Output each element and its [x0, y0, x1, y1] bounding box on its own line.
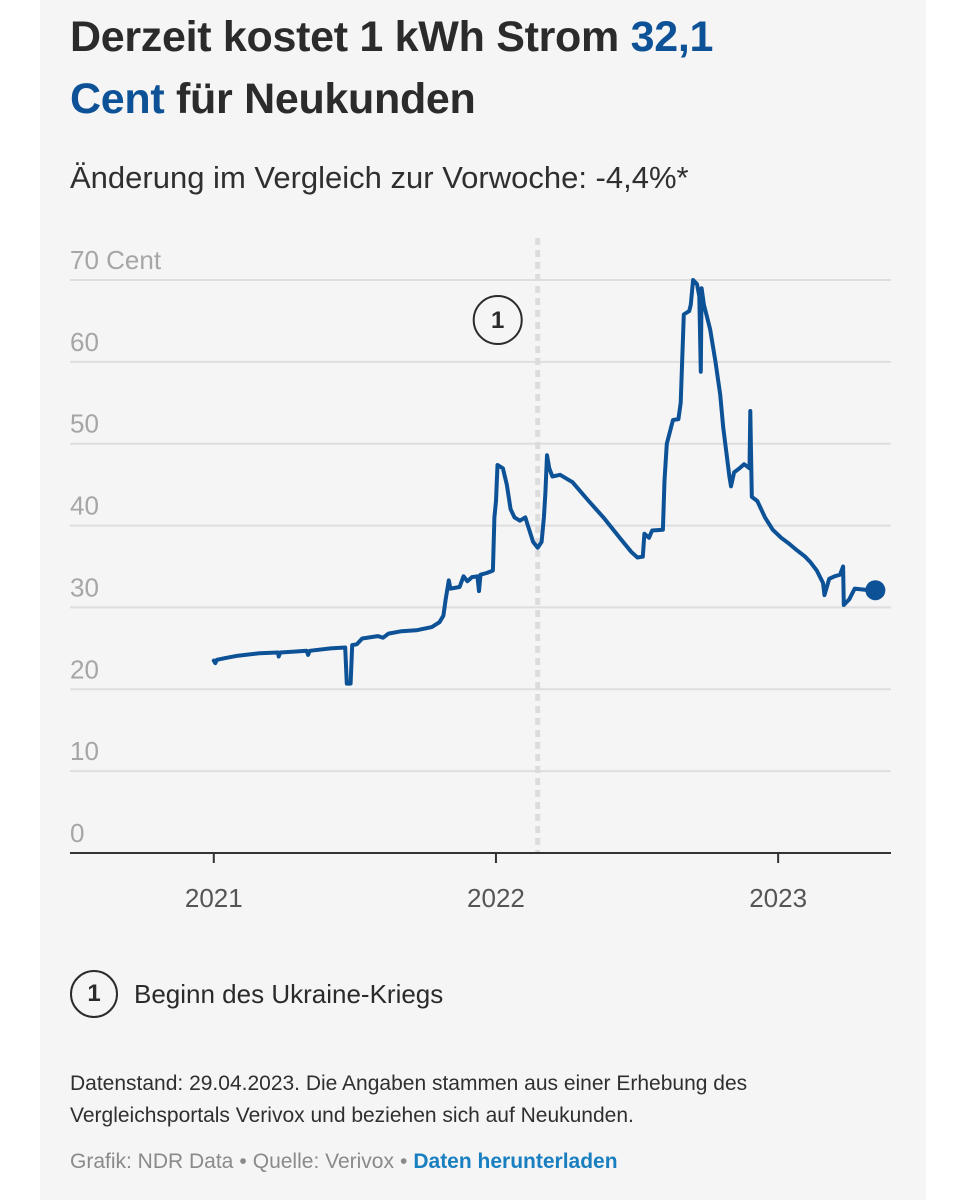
credit-separator: •	[239, 1150, 247, 1173]
annotation-legend: 1 Beginn des Ukraine-Kriegs	[70, 968, 443, 1020]
event-marker-number: 1	[491, 307, 504, 334]
y-tick-label: 70 Cent	[70, 245, 162, 275]
credit-separator: •	[399, 1150, 408, 1173]
headline-price-value: 32,1	[630, 13, 714, 61]
x-tick-label: 2021	[185, 883, 243, 913]
series-layer	[211, 278, 886, 686]
annotation-number-badge: 1	[70, 970, 118, 1018]
grid-layer: 70 Cent 60 50 40 30 20 10 0	[70, 245, 891, 848]
credit-grafik: Grafik: NDR Data	[70, 1150, 234, 1173]
headline-price-unit: Cent	[70, 75, 165, 123]
x-tick-label: 2023	[749, 883, 807, 913]
line-chart: 70 Cent 60 50 40 30 20 10 0 1 2021 2022 2023	[70, 238, 891, 913]
y-tick-label: 50	[70, 409, 99, 439]
headline-text-start: Derzeit kostet 1 kWh Strom	[70, 13, 631, 61]
y-tick-label: 0	[70, 818, 84, 848]
credit-quelle: Quelle: Verivox	[252, 1150, 394, 1173]
event-marker-badge	[472, 295, 523, 345]
x-tick-label: 2022	[467, 883, 525, 913]
headline-text-end: für Neukunden	[164, 75, 476, 123]
y-tick-label: 40	[70, 491, 99, 521]
download-data-link[interactable]: Daten herunterladen	[413, 1150, 618, 1173]
credits: Grafik: NDR Data • Quelle: Verivox • Daten h…	[70, 1147, 618, 1177]
y-tick-label: 10	[70, 736, 99, 766]
y-tick-label: 30	[70, 572, 99, 602]
annotation-label: Beginn des Ukraine-Kriegs	[134, 978, 444, 1009]
subheadline: Änderung im Vergleich zur Vorwoche: -4,4…	[70, 160, 689, 195]
headline: Derzeit kostet 1 kWh Strom 32,1 Cent für …	[70, 6, 870, 130]
event-marker-layer: 1	[472, 238, 541, 853]
chart-card: Derzeit kostet 1 kWh Strom 32,1 Cent für …	[40, 0, 926, 1200]
y-tick-label: 60	[70, 327, 99, 357]
y-tick-label: 20	[70, 654, 99, 684]
axis-layer: 2021 2022 2023	[70, 852, 891, 913]
series-end-point	[865, 580, 886, 601]
series-line	[211, 278, 872, 686]
footnote: Datenstand: 29.04.2023. Die Angaben stam…	[70, 1072, 748, 1127]
